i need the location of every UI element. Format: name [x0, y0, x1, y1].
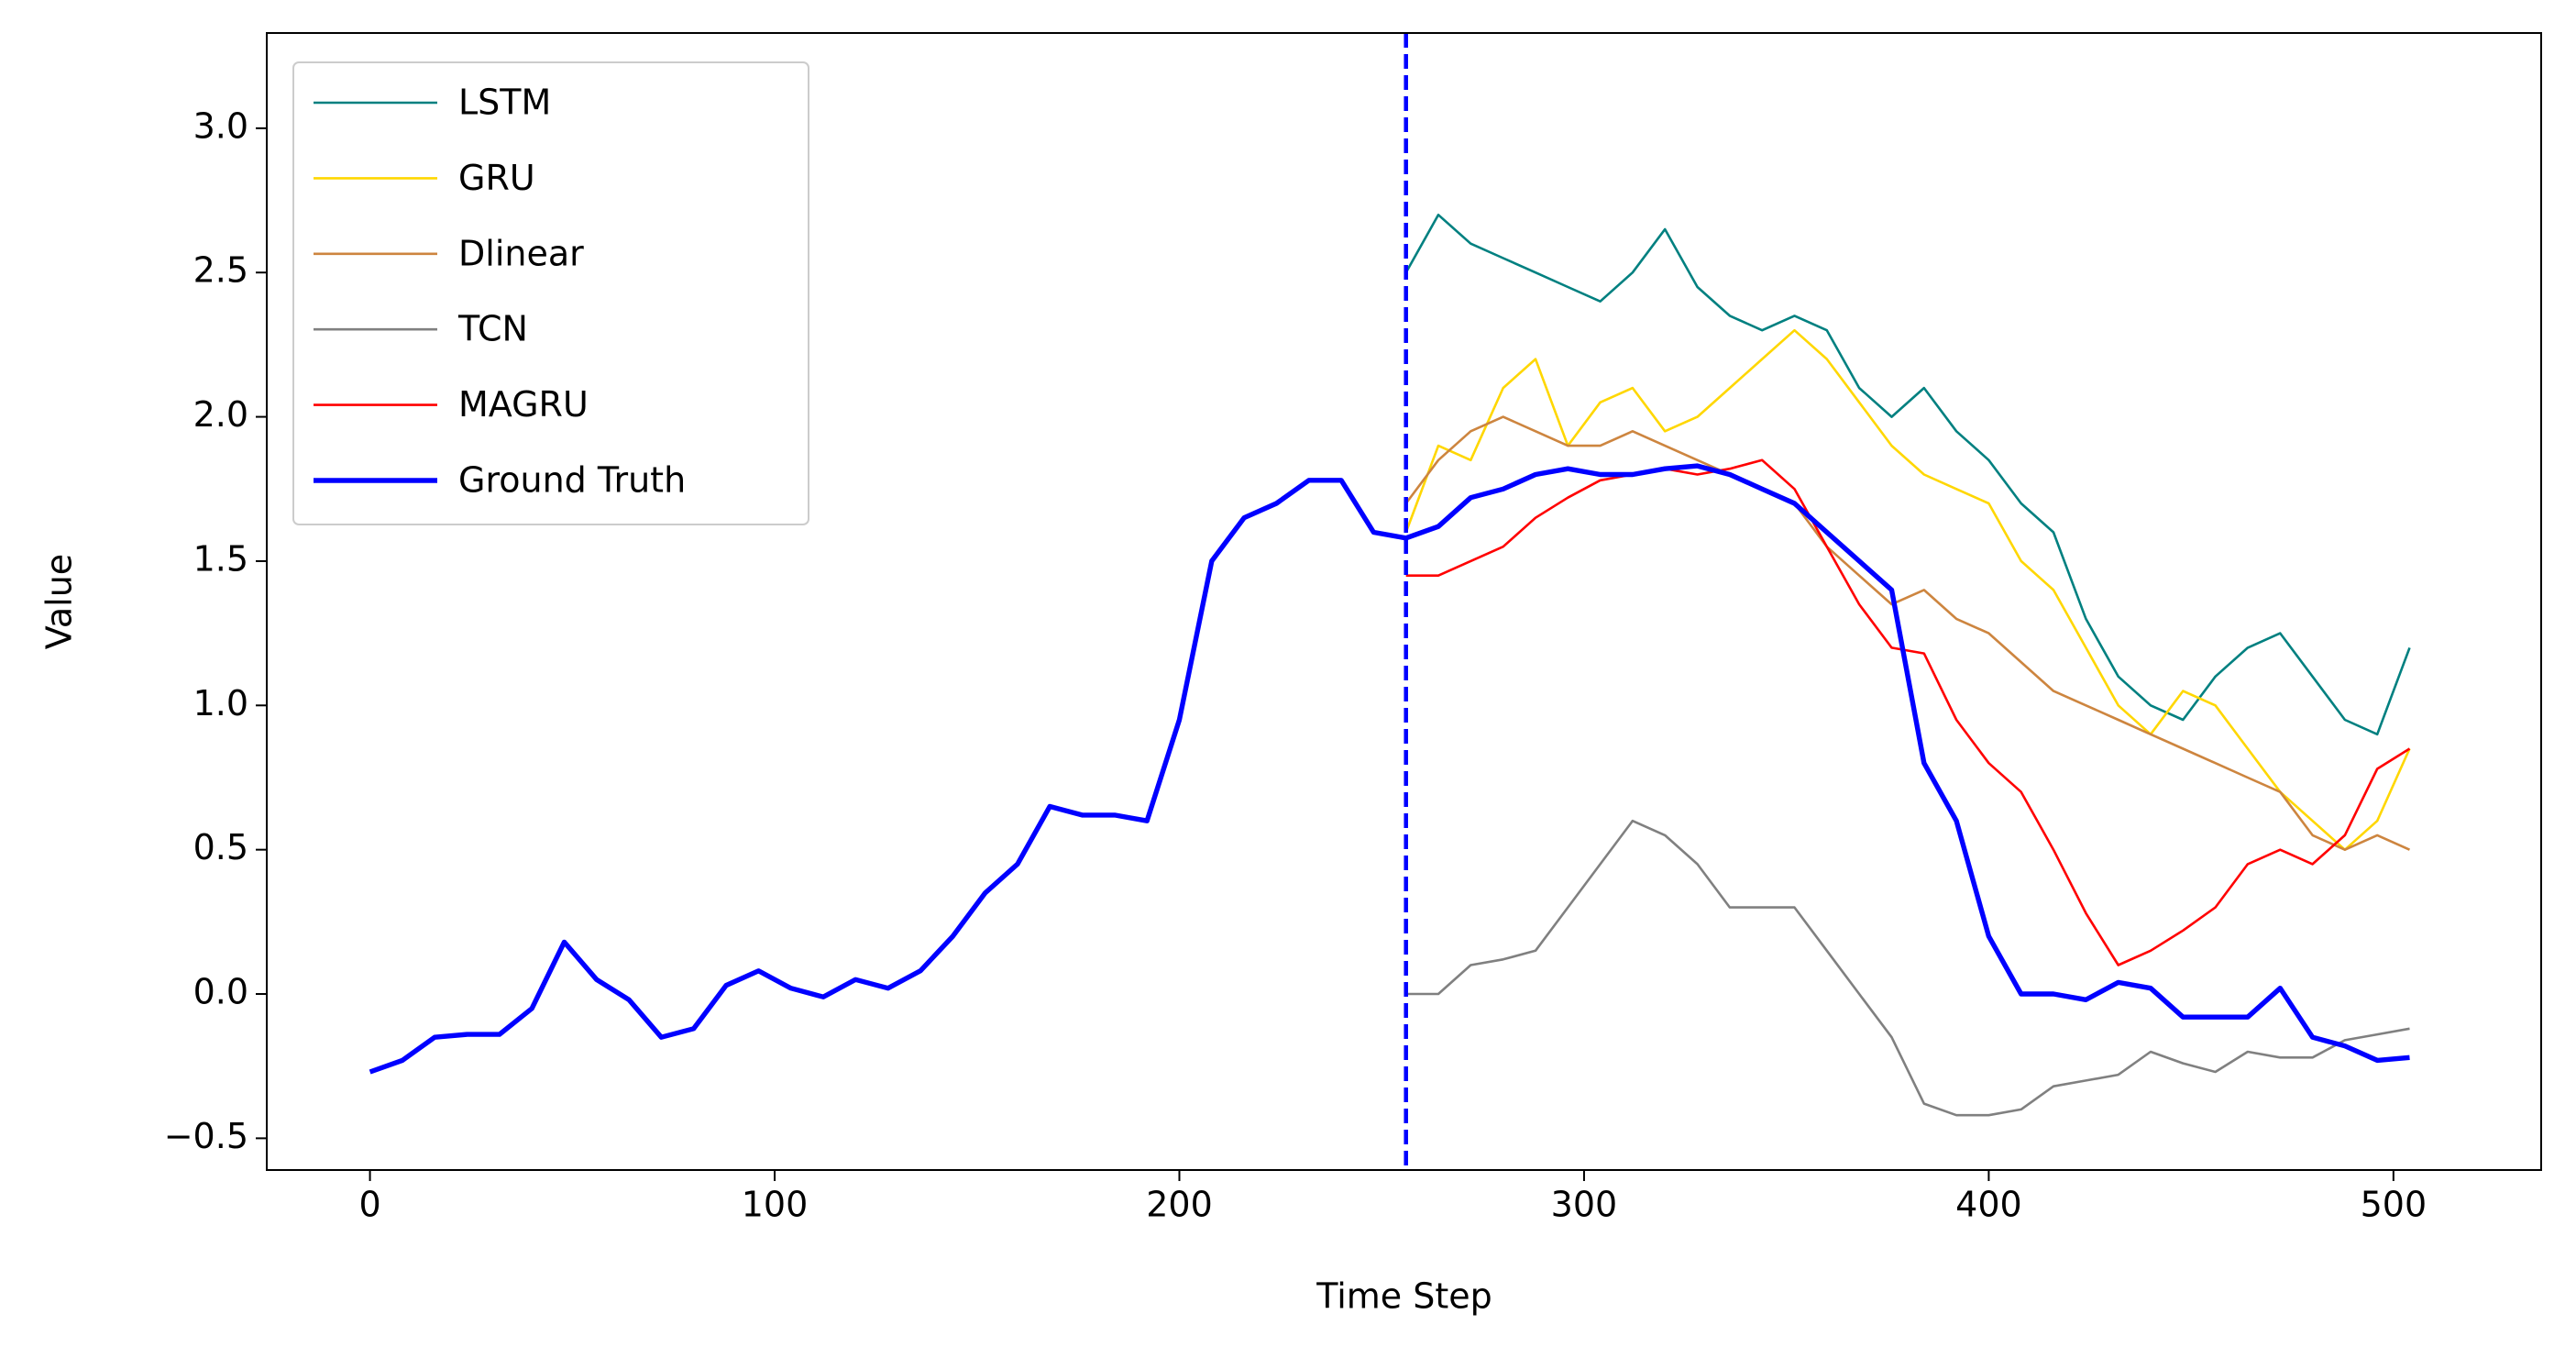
- plot-frame: [266, 32, 2542, 1171]
- x-tick-label: 500: [2361, 1185, 2427, 1225]
- legend-label: LSTM: [458, 83, 551, 123]
- legend-box: [292, 61, 809, 525]
- series-line: [1405, 458, 2411, 966]
- legend-label: MAGRU: [458, 384, 589, 425]
- x-tick-label: 300: [1551, 1185, 1618, 1225]
- series-line: [1404, 415, 2411, 851]
- legend-label: Dlinear: [458, 233, 584, 273]
- x-tick-label: 100: [742, 1185, 809, 1225]
- legend-label: GRU: [458, 158, 535, 198]
- legend-label: Ground Truth: [458, 460, 686, 501]
- series-line: [1404, 214, 2411, 736]
- x-tick-label: 400: [1955, 1185, 2022, 1225]
- series-line: [1404, 328, 2411, 851]
- x-tick-label: 200: [1146, 1185, 1213, 1225]
- plot-area: [369, 214, 2411, 1117]
- series-line: [1405, 819, 2410, 1117]
- y-tick-label: 3.0: [193, 105, 248, 146]
- y-tick-label: 1.0: [193, 683, 248, 723]
- y-tick-label: 1.5: [193, 538, 248, 579]
- x-axis-label: Time Step: [1316, 1276, 1492, 1317]
- y-tick-label: 2.5: [193, 250, 248, 291]
- series-line: [369, 463, 2410, 1075]
- y-axis-label: Value: [39, 554, 80, 649]
- x-tick-label: 0: [358, 1185, 380, 1225]
- legend-label: TCN: [457, 309, 528, 349]
- y-tick-label: 0.0: [193, 972, 248, 1012]
- y-tick-label: −0.5: [164, 1116, 248, 1156]
- y-tick-label: 2.0: [193, 394, 248, 435]
- y-tick-label: 0.5: [193, 827, 248, 867]
